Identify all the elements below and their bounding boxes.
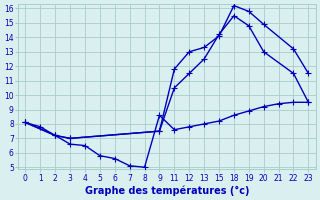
X-axis label: Graphe des températures (°c): Graphe des températures (°c) — [85, 185, 249, 196]
